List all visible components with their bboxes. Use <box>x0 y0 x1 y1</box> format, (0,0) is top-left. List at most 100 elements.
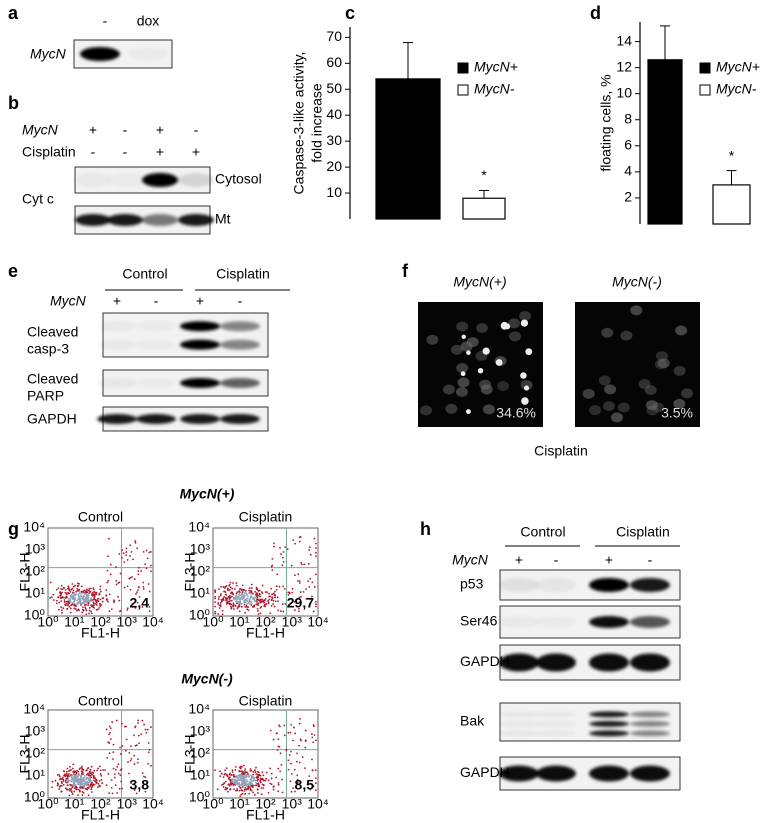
event <box>71 793 74 795</box>
y-tick-label: 10² <box>190 745 211 761</box>
event <box>304 767 306 770</box>
nucleus <box>644 385 657 396</box>
event <box>92 601 95 604</box>
panel-letter: e <box>8 261 18 281</box>
event <box>296 752 298 755</box>
event <box>80 591 83 593</box>
event <box>141 606 144 608</box>
event <box>117 582 120 584</box>
bands <box>75 173 214 187</box>
event <box>60 584 63 587</box>
event <box>108 792 111 795</box>
band <box>178 214 214 226</box>
event <box>237 606 239 609</box>
event <box>219 775 222 778</box>
event <box>73 600 76 603</box>
event <box>142 588 145 590</box>
event <box>230 591 233 594</box>
y-tick-label: 10² <box>190 563 211 579</box>
event <box>115 580 118 582</box>
event <box>68 788 71 790</box>
event <box>142 581 145 584</box>
event <box>252 592 254 595</box>
label: Cisplatin <box>216 266 270 282</box>
event <box>281 564 284 567</box>
event <box>85 769 87 772</box>
nucleus <box>589 405 602 416</box>
event <box>128 577 131 580</box>
event <box>60 596 63 599</box>
event <box>145 549 148 552</box>
event <box>105 728 108 731</box>
event <box>76 599 79 602</box>
event <box>148 610 151 612</box>
event <box>231 769 234 772</box>
event <box>293 768 296 771</box>
event <box>250 583 253 586</box>
event <box>105 784 108 787</box>
event <box>81 611 84 614</box>
event <box>72 589 75 592</box>
event <box>230 774 233 776</box>
event <box>125 551 128 553</box>
event <box>244 788 246 791</box>
event <box>74 775 76 777</box>
event <box>255 601 258 603</box>
band <box>136 340 176 350</box>
event <box>78 598 81 601</box>
event <box>95 592 98 595</box>
event <box>302 590 305 593</box>
event <box>217 598 220 600</box>
event <box>239 767 242 770</box>
y-tick-label: 10¹ <box>190 585 211 601</box>
event <box>62 783 65 786</box>
event <box>56 773 59 776</box>
band <box>630 765 670 782</box>
event <box>214 601 217 604</box>
event <box>305 588 307 591</box>
event <box>68 775 70 777</box>
event <box>248 589 250 592</box>
event <box>92 784 95 787</box>
event <box>281 791 284 794</box>
event <box>68 592 70 595</box>
label: Cyt c <box>22 191 54 207</box>
event <box>272 603 275 605</box>
event <box>287 731 290 734</box>
band <box>136 378 176 388</box>
event <box>230 603 233 606</box>
event <box>297 573 300 576</box>
event <box>313 586 316 588</box>
event <box>269 767 272 770</box>
band <box>589 720 629 727</box>
event <box>238 590 240 593</box>
event <box>218 588 220 591</box>
event <box>86 776 89 779</box>
band <box>220 378 260 388</box>
event <box>72 596 75 599</box>
event <box>291 587 294 590</box>
label: Cleaved <box>27 371 78 387</box>
event <box>111 792 114 795</box>
event <box>113 776 116 779</box>
event <box>83 600 86 603</box>
label: MycN(+) <box>180 486 235 502</box>
event <box>147 583 150 585</box>
event <box>71 767 74 770</box>
event <box>224 788 227 791</box>
event <box>117 772 120 775</box>
event <box>246 603 248 605</box>
y-tick-label: 60 <box>326 54 342 70</box>
band <box>75 173 111 187</box>
event <box>61 609 63 612</box>
event <box>228 777 230 780</box>
event <box>82 598 84 601</box>
event <box>98 780 101 782</box>
event <box>290 762 292 765</box>
label: MycN <box>452 552 489 568</box>
event <box>265 771 268 774</box>
label: + <box>156 144 164 160</box>
event <box>56 784 59 787</box>
y-tick-label: 10³ <box>190 541 211 557</box>
event <box>294 542 296 545</box>
